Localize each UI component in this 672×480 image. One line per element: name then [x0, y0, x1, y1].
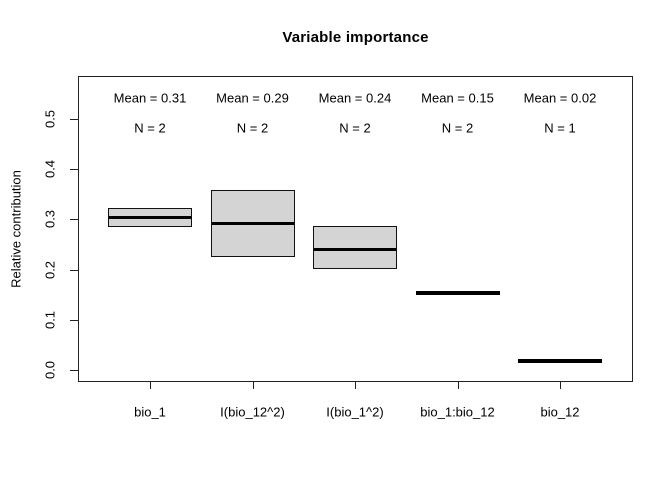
y-tick-mark [70, 270, 78, 271]
mean-annotation: Mean = 0.24 [318, 90, 392, 106]
x-tick-label: bio_12 [540, 404, 580, 420]
y-tick-label: 0.5 [42, 109, 58, 129]
mean-annotation: Mean = 0.31 [113, 90, 187, 106]
boxplot-degenerate-line [518, 359, 602, 363]
boxplot-median-line [109, 216, 191, 219]
mean-annotation: Mean = 0.15 [421, 90, 494, 106]
mean-annotation: Mean = 0.29 [216, 90, 289, 106]
n-annotation: N = 2 [236, 120, 269, 136]
boxplot-degenerate-line [416, 291, 500, 295]
y-tick-mark [70, 370, 78, 371]
x-tick-label: I(bio_1^2) [326, 404, 384, 420]
y-tick-label: 0.1 [42, 310, 58, 330]
boxplot-box [211, 190, 295, 257]
x-tick-label: bio_1 [134, 404, 166, 420]
n-annotation: N = 2 [134, 120, 166, 136]
chart-title: Variable importance [282, 29, 429, 46]
x-tick-mark [150, 382, 151, 389]
y-tick-mark [70, 219, 78, 220]
boxplot-median-line [212, 222, 294, 225]
n-annotation: N = 2 [441, 120, 474, 136]
y-tick-mark [70, 320, 78, 321]
y-tick-mark [70, 169, 78, 170]
x-tick-mark [355, 382, 356, 389]
x-tick-label: I(bio_12^2) [220, 404, 285, 420]
boxplot-median-line [314, 248, 396, 251]
x-tick-mark [253, 382, 254, 389]
y-tick-label: 0.0 [42, 360, 58, 380]
y-axis-title: Relative contribution [8, 170, 24, 288]
boxplot-box [313, 226, 397, 269]
boxplot-box [108, 208, 192, 227]
y-tick-label: 0.3 [42, 209, 58, 229]
n-annotation: N = 1 [544, 120, 576, 136]
y-tick-label: 0.4 [42, 159, 58, 179]
y-tick-mark [70, 119, 78, 120]
n-annotation: N = 2 [339, 120, 371, 136]
mean-annotation: Mean = 0.02 [523, 90, 597, 106]
x-tick-label: bio_1:bio_12 [420, 404, 495, 420]
x-tick-mark [560, 382, 561, 389]
y-tick-label: 0.2 [42, 260, 58, 280]
x-tick-mark [458, 382, 459, 389]
